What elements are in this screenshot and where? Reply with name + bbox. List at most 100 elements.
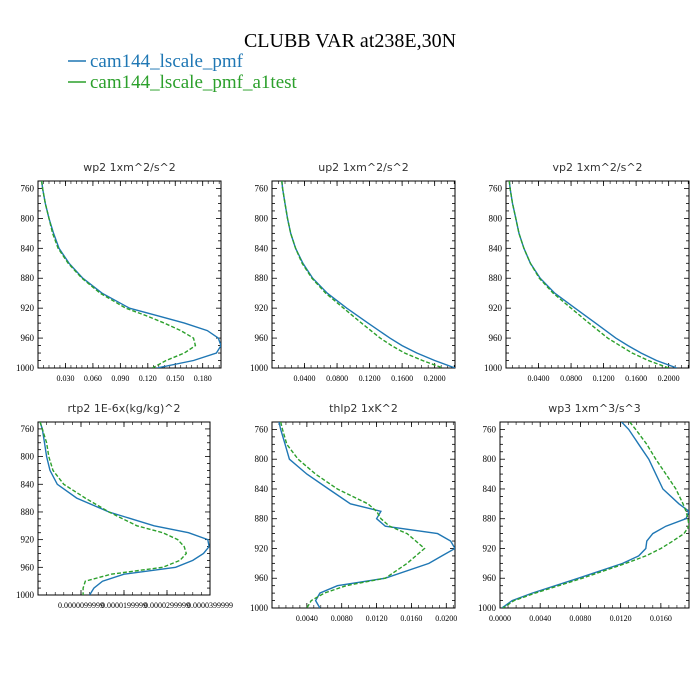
x-tick-label: 0.0800 <box>560 374 582 383</box>
y-tick-label: 800 <box>483 454 497 464</box>
panel-0: wp2 1xm^2/s^2 760 800 840 880 920 960 1000 0.030… <box>16 161 222 383</box>
y-tick-label: 880 <box>483 514 497 524</box>
series-line-1 <box>39 422 188 595</box>
figure-title: CLUBB VAR at238E,30N <box>244 30 456 52</box>
x-tick-label: 0.150 <box>166 374 184 383</box>
y-tick-label: 840 <box>21 243 35 253</box>
x-tick-label: 0.0080 <box>331 614 353 623</box>
x-tick-label: 0.0080 <box>569 614 591 623</box>
series-line-0 <box>281 181 455 368</box>
y-tick-label: 1000 <box>250 603 269 613</box>
panel-title: vp2 1xm^2/s^2 <box>552 161 642 174</box>
x-tick-label: 0.0000099999 <box>58 601 104 610</box>
series-line-1 <box>502 422 689 608</box>
y-tick-label: 760 <box>483 424 497 434</box>
y-tick-label: 880 <box>255 273 269 283</box>
y-tick-label: 800 <box>21 213 35 223</box>
y-tick-label: 1000 <box>484 363 503 373</box>
y-tick-label: 960 <box>21 562 35 572</box>
plot-frame <box>271 180 456 369</box>
y-tick-label: 960 <box>483 573 497 583</box>
x-tick-label: 0.0000299999 <box>144 601 190 610</box>
x-tick-label: 0.0800 <box>326 374 348 383</box>
panel-2: vp2 1xm^2/s^2 760 800 840 880 920 960 1000 0.040… <box>484 161 690 383</box>
y-tick-label: 840 <box>483 484 497 494</box>
x-tick-label: 0.0400 <box>528 374 550 383</box>
panel-title: up2 1xm^2/s^2 <box>318 161 409 174</box>
y-tick-label: 760 <box>21 183 35 193</box>
y-tick-label: 960 <box>255 573 269 583</box>
legend: cam144_lscale_pmf cam144_lscale_pmf_a1te… <box>68 51 298 93</box>
y-tick-label: 920 <box>255 543 269 553</box>
y-tick-label: 880 <box>255 514 269 524</box>
series-line-0 <box>41 181 221 368</box>
y-tick-label: 880 <box>21 273 35 283</box>
series-line-0 <box>39 422 210 595</box>
legend-label-1: cam144_lscale_pmf_a1test <box>90 72 298 93</box>
y-tick-label: 840 <box>489 243 503 253</box>
panel-title: rtp2 1E-6x(kg/kg)^2 <box>68 402 181 415</box>
y-tick-label: 840 <box>255 484 269 494</box>
series-line-0 <box>278 422 455 608</box>
y-tick-label: 760 <box>489 183 503 193</box>
y-tick-label: 920 <box>489 303 503 313</box>
x-tick-label: 0.2000 <box>658 374 680 383</box>
y-tick-label: 1000 <box>250 363 269 373</box>
panel-1: up2 1xm^2/s^2 760 800 840 880 920 960 1000 0.040… <box>250 161 456 383</box>
x-tick-label: 0.180 <box>194 374 212 383</box>
x-tick-label: 0.090 <box>111 374 129 383</box>
y-tick-label: 960 <box>21 333 35 343</box>
panel-5: wp3 1xm^3/s^3 760 800 840 880 920 960 10000.000… <box>478 402 690 623</box>
plot-frame <box>499 421 690 609</box>
x-tick-label: 0.0400 <box>294 374 316 383</box>
x-tick-label: 0.0160 <box>400 614 422 623</box>
y-tick-label: 920 <box>255 303 269 313</box>
x-tick-label: 0.0200 <box>435 614 457 623</box>
y-tick-label: 840 <box>255 243 269 253</box>
y-tick-label: 920 <box>483 543 497 553</box>
x-tick-label: 0.0000199999 <box>101 601 147 610</box>
y-tick-label: 800 <box>489 213 503 223</box>
x-tick-label: 0.0040 <box>296 614 318 623</box>
panel-4: thlp2 1xK^2 760 800 840 880 920 960 1000 0.0040 0… <box>250 402 457 623</box>
plot-frame <box>37 421 211 596</box>
y-tick-label: 800 <box>255 213 269 223</box>
y-tick-label: 800 <box>255 454 269 464</box>
y-tick-label: 760 <box>255 424 269 434</box>
x-tick-label: 0.0120 <box>366 614 388 623</box>
y-tick-label: 960 <box>489 333 503 343</box>
x-tick-label: 0.1200 <box>359 374 381 383</box>
series-line-0 <box>501 422 689 608</box>
series-line-1 <box>280 422 426 608</box>
x-tick-label: 0.120 <box>139 374 157 383</box>
plot-frame <box>271 421 456 609</box>
plot-frame <box>37 180 222 369</box>
y-tick-label: 1000 <box>16 363 35 373</box>
x-tick-label: 0.0000 <box>489 614 511 623</box>
y-tick-label: 920 <box>21 303 35 313</box>
y-tick-label: 1000 <box>16 590 35 600</box>
y-tick-label: 960 <box>255 333 269 343</box>
y-tick-label: 880 <box>489 273 503 283</box>
y-tick-label: 760 <box>21 424 35 434</box>
x-tick-label: 0.030 <box>56 374 74 383</box>
x-tick-label: 0.0160 <box>650 614 672 623</box>
x-tick-label: 0.0120 <box>610 614 632 623</box>
panel-title: thlp2 1xK^2 <box>329 402 398 415</box>
series-line-0 <box>508 181 678 368</box>
x-tick-label: 0.2000 <box>424 374 446 383</box>
x-tick-label: 0.1600 <box>625 374 647 383</box>
y-tick-label: 800 <box>21 452 35 462</box>
panel-title: wp2 1xm^2/s^2 <box>83 161 176 174</box>
series-line-1 <box>508 181 669 368</box>
plot-frame <box>505 180 690 369</box>
x-tick-label: 0.1200 <box>593 374 615 383</box>
y-tick-label: 840 <box>21 479 35 489</box>
y-tick-label: 1000 <box>478 603 497 613</box>
x-tick-label: 0.1600 <box>391 374 413 383</box>
series-line-1 <box>41 181 197 368</box>
x-tick-label: 0.060 <box>84 374 102 383</box>
panel-title: wp3 1xm^3/s^3 <box>548 402 641 415</box>
y-tick-label: 920 <box>21 535 35 545</box>
